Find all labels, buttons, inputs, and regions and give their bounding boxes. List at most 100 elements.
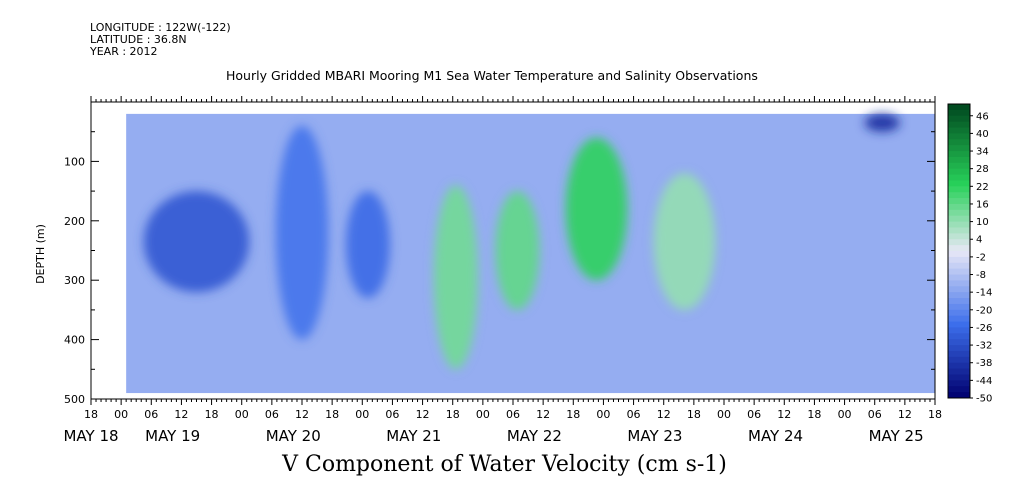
x-tick-label: 18	[84, 408, 98, 421]
colorbar-label: -44	[976, 376, 992, 387]
heatmap-feature	[433, 185, 478, 370]
x-tick-label: 06	[265, 408, 279, 421]
y-tick-label: 300	[64, 274, 85, 287]
year-label: YEAR : 2012	[90, 45, 158, 58]
colorbar-swatch	[948, 286, 970, 293]
colorbar-swatch	[948, 392, 970, 399]
x-tick-label: 18	[807, 408, 821, 421]
x-tick-label: 00	[355, 408, 369, 421]
x-tick-label: 12	[295, 408, 309, 421]
metadata-block: LONGITUDE : 122W(-122) LATITUDE : 36.8N …	[90, 22, 231, 58]
y-tick-label: 500	[64, 393, 85, 406]
colorbar-swatch	[948, 303, 970, 311]
colorbar-swatch	[948, 227, 970, 234]
colorbar-label: -38	[976, 358, 992, 369]
colorbar-swatch	[948, 186, 970, 193]
colorbar-swatch	[948, 315, 970, 323]
x-day-label: MAY 21	[386, 427, 441, 445]
x-day-label: MAY 24	[748, 427, 803, 445]
colorbar-label: -2	[976, 252, 986, 263]
colorbar-swatch	[948, 168, 970, 176]
x-day-label: MAY 22	[507, 427, 562, 445]
colorbar-swatch	[948, 233, 970, 240]
latitude-label: LATITUDE : 36.8N	[90, 33, 187, 46]
plot-title: Hourly Gridded MBARI Mooring M1 Sea Wate…	[226, 68, 758, 83]
x-day-label: MAY 23	[627, 427, 682, 445]
x-tick-label: 12	[898, 408, 912, 421]
colorbar-swatch	[948, 309, 970, 317]
x-tick-label: 12	[777, 408, 791, 421]
heatmap-features	[143, 113, 900, 370]
x-tick-label: 18	[928, 408, 942, 421]
colorbar-swatch	[948, 109, 970, 117]
colorbar-swatch	[948, 374, 970, 381]
colorbar-label: 22	[976, 182, 989, 193]
x-tick-label: 18	[205, 408, 219, 421]
x-tick-label: 00	[476, 408, 490, 421]
x-tick-label: 12	[536, 408, 550, 421]
x-tick-label: 06	[506, 408, 520, 421]
x-tick-label: 18	[687, 408, 701, 421]
colorbar-label: 34	[976, 147, 989, 158]
colorbar-swatch	[948, 239, 970, 246]
colorbar-swatch	[948, 333, 970, 340]
colorbar-label: -32	[976, 341, 992, 352]
heatmap-feature	[275, 125, 329, 340]
colorbar-label: -14	[976, 288, 992, 299]
x-tick-label: 12	[416, 408, 430, 421]
colorbar-swatch	[948, 345, 970, 352]
colorbar-swatch	[948, 245, 970, 252]
heatmap-chart: 18 00 06 12 18 00 06 12 18 00 06 12 18 00 06 12 18 00 06 12…	[34, 96, 992, 445]
colorbar-label: 4	[976, 235, 982, 246]
x-tick-label: 00	[717, 408, 731, 421]
colorbar-swatch	[948, 104, 970, 111]
colorbar-swatch	[948, 209, 970, 217]
colorbar-swatch	[948, 156, 970, 164]
longitude-label: LONGITUDE : 122W(-122)	[90, 21, 231, 34]
colorbar-swatch	[948, 115, 970, 123]
x-tick-label: 00	[596, 408, 610, 421]
x-tick-label: 18	[566, 408, 580, 421]
colorbar-swatch	[948, 262, 970, 270]
heatmap-feature	[143, 191, 250, 293]
x-tick-label: 06	[385, 408, 399, 421]
colorbar-swatch	[948, 292, 970, 299]
colorbar-swatch	[948, 174, 970, 181]
x-tick-label: 12	[174, 408, 188, 421]
x-tick-label: 00	[838, 408, 852, 421]
colorbar-swatch	[948, 203, 970, 211]
heatmap-feature	[565, 137, 628, 281]
colorbar-swatch	[948, 327, 970, 334]
colorbar-swatch	[948, 121, 970, 129]
y-tick-label: 200	[64, 215, 85, 228]
colorbar-swatch	[948, 380, 970, 387]
x-tick-label: 06	[868, 408, 882, 421]
colorbar-swatch	[948, 215, 970, 223]
colorbar-swatch	[948, 162, 970, 170]
x-day-label: MAY 25	[869, 427, 924, 445]
x-tick-label: 06	[747, 408, 761, 421]
colorbar-swatch	[948, 268, 970, 276]
colorbar-swatch	[948, 192, 970, 199]
heatmap-feature	[653, 173, 716, 310]
colorbar-swatch	[948, 198, 970, 205]
colorbar-frame	[947, 103, 971, 399]
colorbar-label: -20	[976, 305, 992, 316]
x-tick-label: 06	[144, 408, 158, 421]
axes: 18 00 06 12 18 00 06 12 18 00 06 12 18 00 06 12 18 00 06 12…	[63, 96, 942, 445]
y-axis-label: DEPTH (m)	[34, 224, 47, 284]
colorbar-swatch	[948, 356, 970, 364]
colorbar-swatch	[948, 251, 970, 258]
variable-label: V Component of Water Velocity (cm s-1)	[282, 452, 727, 477]
colorbar-label: 46	[976, 111, 989, 122]
x-day-label: MAY 20	[266, 427, 321, 445]
plot-area	[126, 113, 935, 394]
colorbar-swatch	[948, 274, 970, 281]
x-day-label: MAY 19	[145, 427, 200, 445]
colorbar-label: -8	[976, 270, 986, 281]
colorbar-swatch	[948, 139, 970, 146]
colorbar-label: 10	[976, 217, 989, 228]
colorbar-swatch	[948, 221, 970, 228]
y-tick-label: 100	[64, 155, 85, 168]
colorbar-swatch	[948, 127, 970, 134]
